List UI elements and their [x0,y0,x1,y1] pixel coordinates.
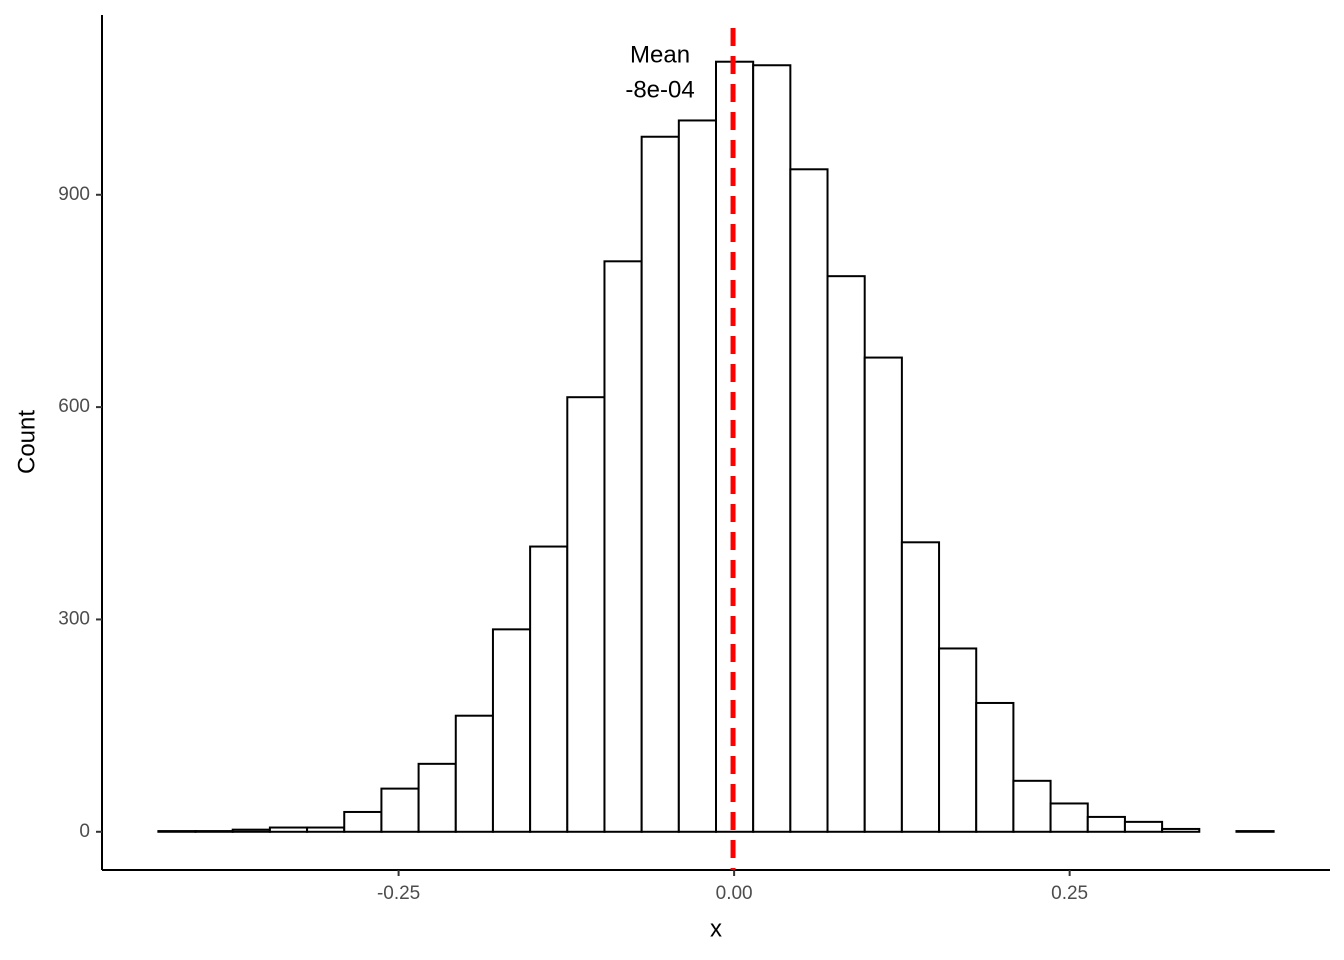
bar [677,119,717,833]
bar [640,135,680,833]
bar [1161,827,1201,833]
mean-annotation: -8e-04 [625,76,694,103]
mean-annotation: Mean [630,41,690,68]
bar [1012,779,1052,833]
bar [1086,815,1126,833]
bar [566,396,606,833]
bar [938,647,978,833]
bar [603,260,643,833]
bar [454,714,494,833]
y-tick-label: 600 [58,396,90,417]
bar [529,545,569,833]
bar [306,826,346,833]
x-axis-title: x [710,915,722,942]
bar [231,828,271,833]
y-axis-title: Count [13,410,40,474]
y-tick-label: 0 [79,821,90,842]
bar [343,810,383,833]
bar [417,762,457,833]
bar [268,826,309,833]
bar [1235,830,1275,833]
bar [789,168,829,833]
bar [900,541,941,833]
bar [826,275,866,833]
y-tick-label: 900 [58,184,90,205]
bar [491,628,532,833]
x-tick-label: 0.00 [716,883,753,904]
bar [380,787,420,833]
bar [752,64,792,833]
bar [975,701,1015,833]
bar [863,356,903,833]
bar [194,830,234,833]
bar [1123,820,1164,833]
bar [1049,802,1089,833]
y-tick-label: 300 [58,608,90,629]
bar [157,830,197,833]
x-tick-label: -0.25 [377,883,420,904]
x-tick-label: 0.25 [1051,883,1088,904]
